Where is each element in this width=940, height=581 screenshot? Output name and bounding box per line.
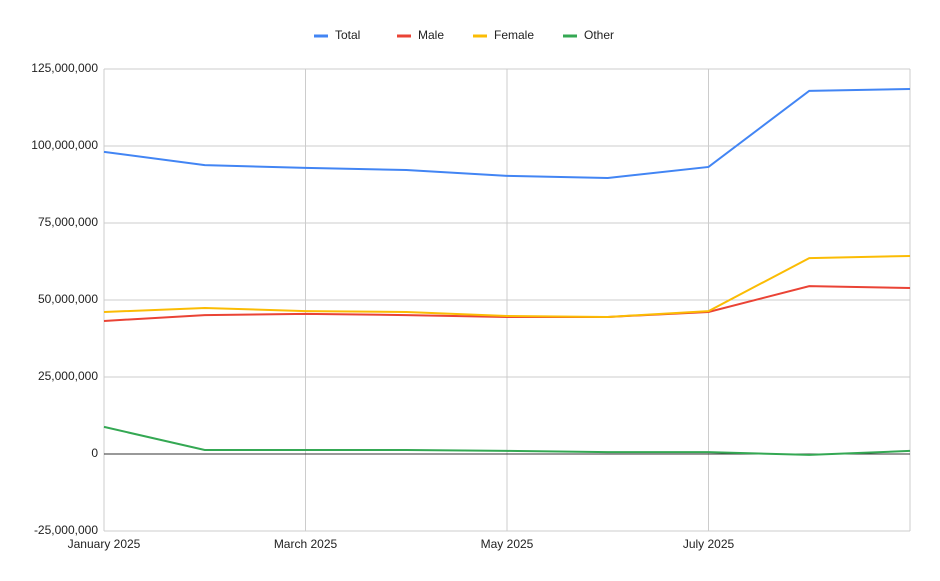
y-tick-label: -25,000,000 (34, 523, 98, 537)
y-tick-label: 25,000,000 (38, 369, 98, 383)
x-tick-label: January 2025 (68, 537, 141, 551)
legend-label: Other (584, 28, 614, 42)
legend-label: Total (335, 28, 360, 42)
y-tick-label: 50,000,000 (38, 292, 98, 306)
series-line (103, 254, 911, 318)
x-tick-label: May 2025 (481, 537, 534, 551)
y-tick-label: 75,000,000 (38, 215, 98, 229)
x-tick-label: March 2025 (274, 537, 338, 551)
y-tick-label: 125,000,000 (31, 61, 98, 75)
x-tick-label: July 2025 (683, 537, 735, 551)
legend-label: Female (494, 28, 534, 42)
y-tick-label: 100,000,000 (31, 138, 98, 152)
y-tick-label: 0 (91, 446, 98, 460)
series-line (103, 425, 911, 456)
series-line (103, 88, 911, 180)
legend-label: Male (418, 28, 444, 42)
